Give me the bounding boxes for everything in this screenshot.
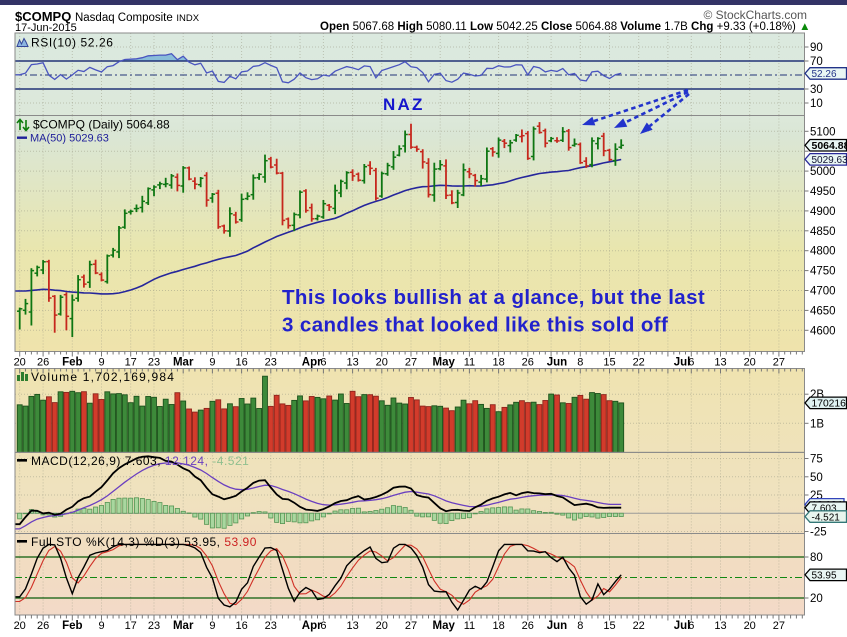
- svg-text:May: May: [433, 357, 456, 369]
- svg-text:5100: 5100: [810, 126, 836, 138]
- svg-text:4600: 4600: [810, 325, 836, 337]
- svg-text:6: 6: [320, 620, 326, 632]
- svg-text:6: 6: [320, 357, 326, 369]
- svg-text:23: 23: [148, 620, 160, 632]
- svg-text:4700: 4700: [810, 286, 836, 298]
- svg-text:Apr: Apr: [302, 357, 322, 369]
- svg-text:20: 20: [744, 620, 756, 632]
- svg-text:22: 22: [633, 620, 645, 632]
- svg-text:50: 50: [810, 472, 823, 484]
- svg-text:4650: 4650: [810, 305, 836, 317]
- svg-text:Jul: Jul: [674, 620, 691, 632]
- svg-text:30: 30: [810, 84, 823, 96]
- svg-text:23: 23: [265, 620, 277, 632]
- svg-text:9: 9: [98, 357, 104, 369]
- svg-text:27: 27: [405, 357, 417, 369]
- svg-text:20: 20: [14, 357, 26, 369]
- svg-text:4900: 4900: [810, 206, 836, 218]
- svg-text:4800: 4800: [810, 246, 836, 258]
- svg-text:3 candles that looked like thi: 3 candles that looked like this sold off: [282, 314, 668, 337]
- svg-text:17: 17: [125, 357, 137, 369]
- svg-text:20: 20: [14, 620, 26, 632]
- svg-text:26: 26: [37, 357, 49, 369]
- svg-text:16: 16: [235, 620, 247, 632]
- svg-text:NAZ: NAZ: [383, 95, 425, 114]
- svg-text:7.603: 7.603: [812, 503, 837, 514]
- svg-text:4750: 4750: [810, 266, 836, 278]
- svg-text:23: 23: [148, 357, 160, 369]
- svg-text:13: 13: [346, 357, 358, 369]
- svg-text:MA(50) 5029.63: MA(50) 5029.63: [30, 133, 109, 145]
- svg-text:75: 75: [810, 454, 823, 466]
- svg-text:9: 9: [209, 620, 215, 632]
- svg-text:Mar: Mar: [173, 620, 194, 632]
- svg-text:26: 26: [37, 620, 49, 632]
- svg-text:52.26: 52.26: [812, 69, 837, 80]
- svg-text:Jun: Jun: [547, 620, 567, 632]
- svg-text:18: 18: [492, 357, 504, 369]
- svg-text:5000: 5000: [810, 166, 836, 178]
- svg-text:Jul: Jul: [674, 357, 691, 369]
- svg-text:15: 15: [603, 357, 615, 369]
- svg-text:15: 15: [603, 620, 615, 632]
- svg-text:6: 6: [688, 620, 694, 632]
- svg-text:8: 8: [577, 620, 583, 632]
- svg-text:20: 20: [376, 357, 388, 369]
- svg-text:20: 20: [376, 620, 388, 632]
- svg-text:Full STO %K(14,3) %D(3) 53.95,: Full STO %K(14,3) %D(3) 53.95, 53.90: [31, 535, 257, 549]
- svg-text:27: 27: [405, 620, 417, 632]
- svg-text:13: 13: [346, 620, 358, 632]
- svg-text:20: 20: [744, 357, 756, 369]
- svg-text:17: 17: [125, 620, 137, 632]
- svg-text:9: 9: [98, 620, 104, 632]
- svg-text:27: 27: [773, 620, 785, 632]
- svg-text:53.95: 53.95: [812, 571, 837, 582]
- svg-text:13: 13: [714, 357, 726, 369]
- svg-text:Apr: Apr: [302, 620, 322, 632]
- svg-text:$COMPQ (Daily) 5064.88: $COMPQ (Daily) 5064.88: [33, 118, 170, 132]
- svg-text:1702169: 1702169: [812, 399, 847, 410]
- svg-text:11: 11: [464, 620, 475, 632]
- svg-text:5064.88: 5064.88: [812, 140, 847, 152]
- svg-text:27: 27: [773, 357, 785, 369]
- svg-text:8: 8: [577, 357, 583, 369]
- svg-text:11: 11: [464, 357, 475, 369]
- svg-text:23: 23: [265, 357, 277, 369]
- svg-text:Mar: Mar: [173, 357, 194, 369]
- svg-text:22: 22: [633, 357, 645, 369]
- svg-text:May: May: [433, 620, 456, 632]
- svg-text:1B: 1B: [810, 418, 824, 430]
- svg-text:20: 20: [810, 593, 823, 605]
- svg-text:-4.521: -4.521: [812, 512, 841, 523]
- svg-text:5029.63: 5029.63: [812, 155, 847, 166]
- svg-text:16: 16: [235, 357, 247, 369]
- svg-text:This looks bullish at a glance: This looks bullish at a glance, but the …: [282, 286, 705, 309]
- svg-text:Feb: Feb: [62, 357, 82, 369]
- svg-text:-25: -25: [810, 527, 827, 539]
- svg-text:Jun: Jun: [547, 357, 567, 369]
- svg-text:10: 10: [810, 98, 823, 110]
- svg-text:9: 9: [209, 357, 215, 369]
- svg-text:13: 13: [714, 620, 726, 632]
- svg-text:RSI(10) 52.26: RSI(10) 52.26: [31, 36, 114, 50]
- svg-text:Feb: Feb: [62, 620, 82, 632]
- svg-text:18: 18: [492, 620, 504, 632]
- svg-text:Volume 1,702,169,984: Volume 1,702,169,984: [31, 370, 175, 384]
- svg-text:6: 6: [688, 357, 694, 369]
- svg-text:90: 90: [810, 42, 823, 54]
- svg-text:26: 26: [522, 357, 534, 369]
- svg-text:26: 26: [522, 620, 534, 632]
- svg-text:4850: 4850: [810, 226, 836, 238]
- svg-text:MACD(12,26,9) 7.603, 12.124, -: MACD(12,26,9) 7.603, 12.124, -4.521: [31, 454, 249, 468]
- svg-text:4950: 4950: [810, 186, 836, 198]
- svg-text:70: 70: [810, 56, 823, 68]
- svg-text:80: 80: [810, 552, 823, 564]
